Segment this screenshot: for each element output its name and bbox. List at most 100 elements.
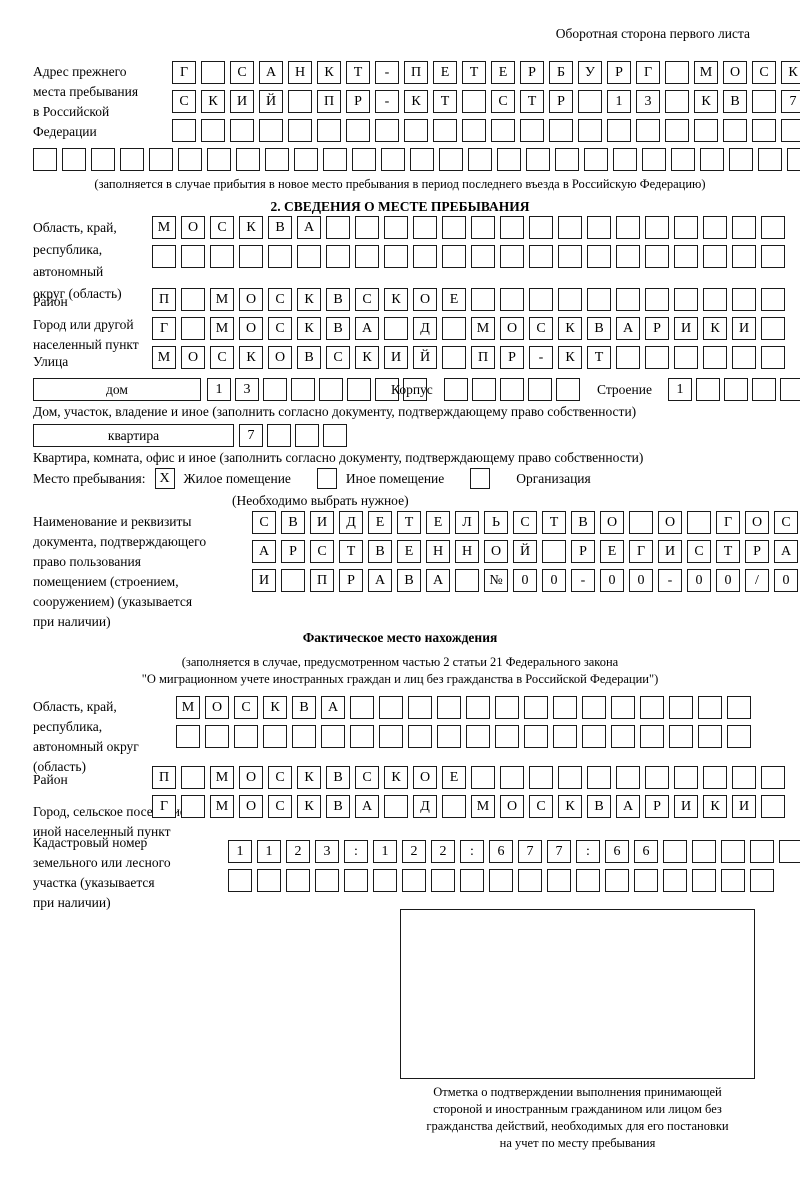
house-cell-2[interactable]: 3: [235, 378, 259, 401]
prev-address-r2-cell-12[interactable]: С: [491, 90, 515, 113]
street-r1-cell-7[interactable]: С: [326, 346, 350, 369]
actual-city-r1-cell-4[interactable]: О: [239, 795, 263, 818]
prev-address-r2-cell-19[interactable]: К: [694, 90, 718, 113]
city-r1-cell-9[interactable]: [384, 317, 408, 340]
actual-region-r1-cell-2[interactable]: О: [205, 696, 229, 719]
street-r1-cell-9[interactable]: И: [384, 346, 408, 369]
actual-city-r1-cell-12[interactable]: М: [471, 795, 495, 818]
cadastral-r2-cell-7[interactable]: [402, 869, 426, 892]
region-r1-cell-15[interactable]: [558, 216, 582, 239]
cadastral-r2-cell-17[interactable]: [692, 869, 716, 892]
cadastral-r1-cell-12[interactable]: 7: [547, 840, 571, 863]
actual-region-r1-cell-18[interactable]: [669, 696, 693, 719]
city-r1-cell-6[interactable]: К: [297, 317, 321, 340]
actual-city-r1-cell-2[interactable]: [181, 795, 205, 818]
actual-district-r1-cell-18[interactable]: [645, 766, 669, 789]
prev-address-r2-cell-2[interactable]: К: [201, 90, 225, 113]
actual-district-r1-cell-1[interactable]: П: [152, 766, 176, 789]
street-r1-cell-12[interactable]: П: [471, 346, 495, 369]
document-r2-cell-15[interactable]: И: [658, 540, 682, 563]
prev-address-r4-cell-27[interactable]: [787, 148, 800, 171]
street-r1-cell-15[interactable]: К: [558, 346, 582, 369]
actual-region-r1-cell-6[interactable]: А: [321, 696, 345, 719]
actual-region-r2-cell-7[interactable]: [350, 725, 374, 748]
prev-address-r4-cell-18[interactable]: [526, 148, 550, 171]
stroenie-row[interactable]: 1: [668, 378, 800, 401]
region-r2-cell-8[interactable]: [355, 245, 379, 268]
document-r3-cell-12[interactable]: -: [571, 569, 595, 592]
actual-region-r1-cell-13[interactable]: [524, 696, 548, 719]
document-r2-cell-16[interactable]: С: [687, 540, 711, 563]
actual-district-r1-cell-5[interactable]: С: [268, 766, 292, 789]
prev-address-r2-cell-13[interactable]: Т: [520, 90, 544, 113]
cadastral-r2-cell-15[interactable]: [634, 869, 658, 892]
actual-city-r1-cell-21[interactable]: И: [732, 795, 756, 818]
cadastral-r2-cell-18[interactable]: [721, 869, 745, 892]
stroenie-cell-5[interactable]: [780, 378, 800, 401]
actual-region-r1-cell-10[interactable]: [437, 696, 461, 719]
street-r1-cell-5[interactable]: О: [268, 346, 292, 369]
prev-address-r4-cell-3[interactable]: [91, 148, 115, 171]
actual-city-r1-cell-14[interactable]: С: [529, 795, 553, 818]
cadastral-r1-cell-1[interactable]: 1: [228, 840, 252, 863]
document-r3-cell-14[interactable]: 0: [629, 569, 653, 592]
actual-region-r1-cell-19[interactable]: [698, 696, 722, 719]
cadastral-r2-cell-12[interactable]: [547, 869, 571, 892]
stay-type-other-checkbox[interactable]: [316, 468, 337, 489]
cadastral-r1-cell-14[interactable]: 6: [605, 840, 629, 863]
prev-address-r3-cell-21[interactable]: [752, 119, 776, 142]
korpus-row[interactable]: [444, 378, 584, 401]
document-r2-cell-2[interactable]: Р: [281, 540, 305, 563]
prev-address-r2-cell-14[interactable]: Р: [549, 90, 573, 113]
city-r1-cell-4[interactable]: О: [239, 317, 263, 340]
prev-address-r4-cell-20[interactable]: [584, 148, 608, 171]
street-r1-cell-2[interactable]: О: [181, 346, 205, 369]
document-r2-cell-4[interactable]: Т: [339, 540, 363, 563]
street-r1-cell-3[interactable]: С: [210, 346, 234, 369]
cadastral-r1-cell-9[interactable]: :: [460, 840, 484, 863]
region-r2-cell-14[interactable]: [529, 245, 553, 268]
prev-address-r1-cell-4[interactable]: А: [259, 61, 283, 84]
house-cell-6[interactable]: [347, 378, 371, 401]
cadastral-r2-cell-9[interactable]: [460, 869, 484, 892]
cadastral-r1-cell-7[interactable]: 2: [402, 840, 426, 863]
house-cell-4[interactable]: [291, 378, 315, 401]
flat-cell-1[interactable]: 7: [239, 424, 263, 447]
region-r1-cell-6[interactable]: А: [297, 216, 321, 239]
district-r1-cell-21[interactable]: [732, 288, 756, 311]
prev-address-r1-cell-2[interactable]: [201, 61, 225, 84]
district-r1-cell-10[interactable]: О: [413, 288, 437, 311]
document-row-1[interactable]: СВИДЕТЕЛЬСТВООГОСУД: [252, 511, 800, 534]
prev-address-r4-cell-2[interactable]: [62, 148, 86, 171]
prev-address-r4-cell-7[interactable]: [207, 148, 231, 171]
district-r1-cell-16[interactable]: [587, 288, 611, 311]
document-r1-cell-1[interactable]: С: [252, 511, 276, 534]
document-r2-cell-13[interactable]: Е: [600, 540, 624, 563]
city-r1-cell-18[interactable]: Р: [645, 317, 669, 340]
prev-address-r1-cell-18[interactable]: [665, 61, 689, 84]
document-r3-cell-1[interactable]: И: [252, 569, 276, 592]
district-r1-cell-18[interactable]: [645, 288, 669, 311]
prev-address-r1-cell-13[interactable]: Р: [520, 61, 544, 84]
region-r1-cell-21[interactable]: [732, 216, 756, 239]
stay-type-residential-checkbox[interactable]: X: [154, 468, 175, 489]
actual-district-r1-cell-6[interactable]: К: [297, 766, 321, 789]
actual-region-r1-cell-7[interactable]: [350, 696, 374, 719]
document-r3-cell-8[interactable]: [455, 569, 479, 592]
region-r2-cell-20[interactable]: [703, 245, 727, 268]
prev-address-r1-cell-3[interactable]: С: [230, 61, 254, 84]
actual-city-r1-cell-5[interactable]: С: [268, 795, 292, 818]
flat-cell-3[interactable]: [295, 424, 319, 447]
document-r2-cell-9[interactable]: О: [484, 540, 508, 563]
actual-region-r1-cell-3[interactable]: С: [234, 696, 258, 719]
actual-city-r1-cell-3[interactable]: М: [210, 795, 234, 818]
prev-address-r1-cell-14[interactable]: Б: [549, 61, 573, 84]
document-r3-cell-4[interactable]: Р: [339, 569, 363, 592]
prev-address-r4-cell-19[interactable]: [555, 148, 579, 171]
prev-address-r1-cell-9[interactable]: П: [404, 61, 428, 84]
street-r1-cell-21[interactable]: [732, 346, 756, 369]
actual-region-r2-cell-18[interactable]: [669, 725, 693, 748]
cadastral-r2-cell-2[interactable]: [257, 869, 281, 892]
actual-region-r1-cell-8[interactable]: [379, 696, 403, 719]
